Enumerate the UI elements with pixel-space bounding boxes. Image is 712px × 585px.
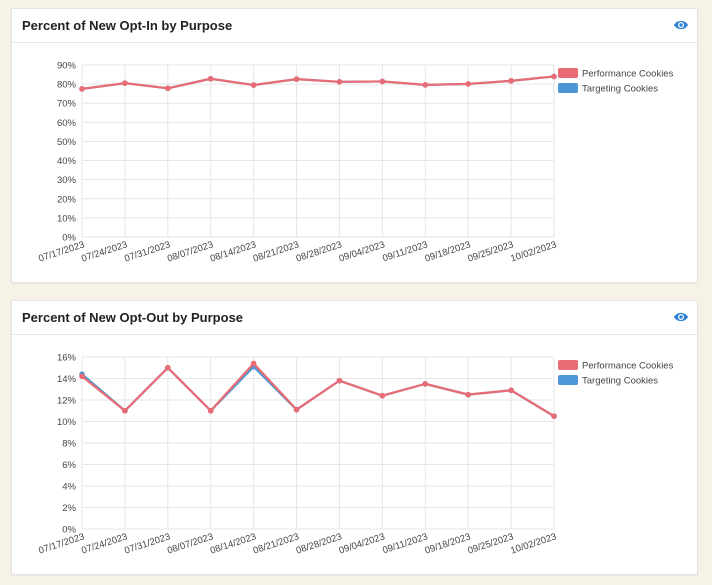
- x-tick-label: 10/02/2023: [509, 531, 558, 556]
- legend-swatch: [558, 375, 578, 385]
- y-tick-label: 14%: [57, 374, 77, 385]
- legend-swatch: [558, 68, 578, 78]
- x-tick-label: 08/21/2023: [252, 531, 301, 556]
- data-point-performance[interactable]: [207, 75, 214, 82]
- data-point-performance[interactable]: [250, 360, 257, 367]
- data-point-performance[interactable]: [79, 86, 85, 92]
- y-tick-label: 12%: [57, 396, 77, 407]
- y-tick-label: 0%: [62, 233, 76, 244]
- y-tick-label: 0%: [62, 525, 76, 536]
- series-line-targeting: [81, 365, 555, 418]
- data-point-performance[interactable]: [551, 413, 557, 419]
- y-tick-label: 6%: [62, 460, 76, 471]
- x-tick-label: 08/14/2023: [209, 239, 258, 264]
- opt-in-chart-card: Percent of New Opt-In by Purpose 0% 10% 20…: [11, 8, 698, 283]
- x-tick-label: 08/28/2023: [295, 531, 344, 556]
- data-point-performance[interactable]: [551, 73, 557, 80]
- y-tick-label: 40%: [57, 156, 77, 167]
- data-point-performance[interactable]: [250, 82, 257, 88]
- data-point-performance[interactable]: [422, 82, 429, 88]
- x-tick-label: 07/31/2023: [123, 239, 172, 264]
- y-tick-label: 20%: [57, 194, 77, 205]
- data-point-performance[interactable]: [379, 78, 386, 85]
- x-tick-label: 10/02/2023: [509, 239, 558, 264]
- x-tick-label: 07/31/2023: [123, 531, 172, 556]
- y-tick-label: 90%: [57, 61, 77, 72]
- data-point-performance[interactable]: [122, 80, 128, 86]
- opt-out-chart-card: Percent of New Opt-Out by Purpose 0% 2% 4%…: [11, 300, 698, 575]
- card-header: Percent of New Opt-Out by Purpose: [12, 301, 697, 335]
- x-tick-label: 08/21/2023: [252, 239, 301, 264]
- legend-label[interactable]: Targeting Cookies: [582, 376, 658, 387]
- x-tick-label: 09/18/2023: [423, 239, 472, 264]
- data-point-performance[interactable]: [379, 392, 386, 399]
- data-point-performance[interactable]: [165, 85, 171, 92]
- x-tick-label: 08/14/2023: [209, 531, 258, 556]
- card-title: Percent of New Opt-In by Purpose: [22, 18, 233, 33]
- x-tick-label: 08/07/2023: [166, 239, 215, 264]
- opt-out-line-chart: 0%2%4%6%8%10%12%14%16%07/17/202307/24/20…: [37, 353, 674, 557]
- data-point-performance[interactable]: [508, 387, 514, 394]
- x-tick-label: 07/24/2023: [80, 239, 129, 264]
- data-point-performance[interactable]: [293, 406, 300, 413]
- data-point-performance[interactable]: [336, 377, 343, 384]
- y-tick-label: 2%: [62, 503, 76, 514]
- series-line-performance: [81, 362, 555, 418]
- x-tick-label: 09/11/2023: [381, 531, 429, 556]
- legend-swatch: [558, 83, 578, 93]
- card-header: Percent of New Opt-In by Purpose: [12, 9, 697, 43]
- y-tick-label: 60%: [57, 118, 77, 129]
- eye-icon[interactable]: [673, 310, 689, 324]
- x-tick-label: 09/04/2023: [338, 531, 387, 556]
- y-tick-label: 8%: [62, 439, 76, 450]
- y-tick-label: 50%: [57, 137, 77, 148]
- legend-label[interactable]: Performance Cookies: [582, 69, 674, 80]
- data-point-performance[interactable]: [422, 381, 429, 387]
- x-tick-label: 09/25/2023: [466, 239, 515, 264]
- x-tick-label: 07/24/2023: [80, 531, 129, 556]
- opt-in-line-chart: 0%10%20%30%40%50%60%70%80%90%07/17/20230…: [37, 61, 674, 265]
- data-point-performance[interactable]: [79, 373, 85, 380]
- data-point-performance[interactable]: [336, 79, 343, 85]
- x-tick-label: 09/18/2023: [423, 531, 472, 556]
- x-tick-label: 08/28/2023: [295, 239, 344, 264]
- x-tick-label: 09/11/2023: [381, 239, 429, 264]
- data-point-performance[interactable]: [293, 76, 300, 82]
- data-point-performance[interactable]: [465, 391, 471, 398]
- eye-icon[interactable]: [673, 18, 689, 32]
- y-tick-label: 16%: [57, 353, 77, 364]
- legend-label[interactable]: Targeting Cookies: [582, 84, 658, 95]
- x-tick-label: 09/04/2023: [338, 239, 387, 264]
- data-point-performance[interactable]: [122, 407, 128, 414]
- legend-swatch: [558, 360, 578, 370]
- data-point-performance[interactable]: [165, 364, 171, 371]
- y-tick-label: 4%: [62, 482, 76, 493]
- data-point-performance[interactable]: [207, 407, 214, 414]
- series-line-performance: [81, 75, 555, 90]
- y-tick-label: 80%: [57, 80, 77, 91]
- data-point-performance[interactable]: [465, 81, 471, 87]
- x-tick-label: 09/25/2023: [466, 531, 515, 556]
- card-title: Percent of New Opt-Out by Purpose: [22, 310, 244, 325]
- legend-label[interactable]: Performance Cookies: [582, 361, 674, 372]
- data-point-performance[interactable]: [508, 78, 514, 84]
- y-tick-label: 30%: [57, 175, 77, 186]
- y-tick-label: 10%: [57, 213, 77, 224]
- y-tick-label: 10%: [57, 417, 77, 428]
- x-tick-label: 08/07/2023: [166, 531, 215, 556]
- y-tick-label: 70%: [57, 99, 77, 110]
